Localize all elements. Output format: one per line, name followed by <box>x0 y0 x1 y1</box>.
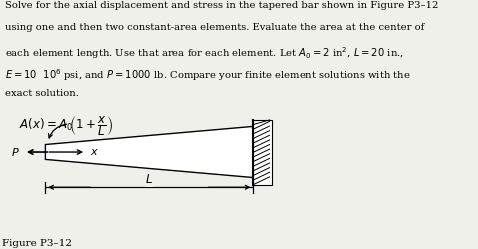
Text: $P$: $P$ <box>11 146 20 158</box>
Text: using one and then two constant-area elements. Evaluate the area at the center o: using one and then two constant-area ele… <box>5 23 424 32</box>
Text: $x$: $x$ <box>90 147 99 157</box>
Text: $L$: $L$ <box>145 173 153 186</box>
Text: Figure P3–12: Figure P3–12 <box>2 239 72 248</box>
Polygon shape <box>253 120 272 185</box>
Text: $A(x) = A_0\!\left(1 + \dfrac{x}{L}\right)$: $A(x) = A_0\!\left(1 + \dfrac{x}{L}\righ… <box>19 115 113 138</box>
Text: $E = 10$  $10^6$ psi, and $P = 1000$ lb. Compare your finite element solutions w: $E = 10$ $10^6$ psi, and $P = 1000$ lb. … <box>5 67 411 83</box>
Text: each element length. Use that area for each element. Let $A_0 = 2$ in$^2$, $L = : each element length. Use that area for e… <box>5 45 404 61</box>
Text: exact solution.: exact solution. <box>5 89 79 98</box>
Text: Solve for the axial displacement and stress in the tapered bar shown in Figure P: Solve for the axial displacement and str… <box>5 1 438 10</box>
Polygon shape <box>45 126 253 178</box>
